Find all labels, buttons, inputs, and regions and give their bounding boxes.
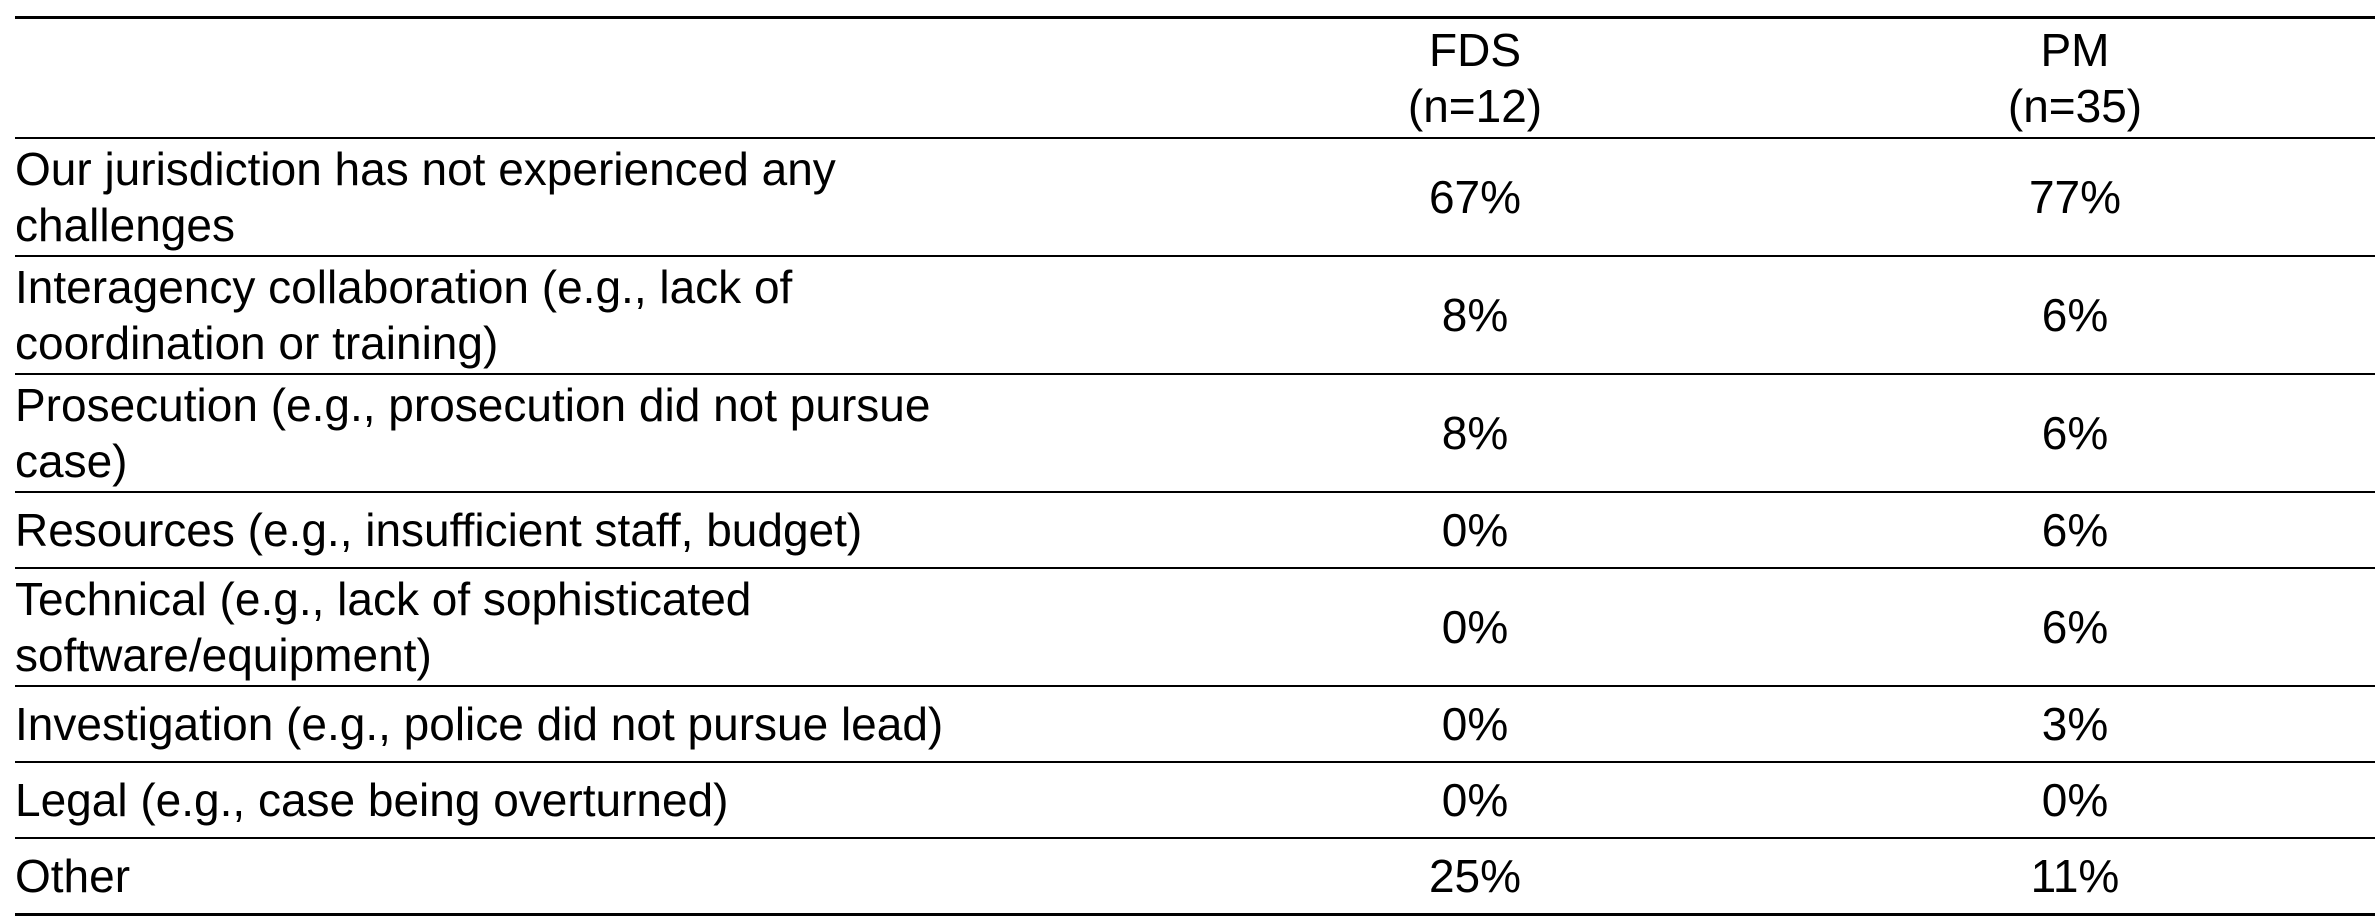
table-row: Technical (e.g., lack of sophisticated so… xyxy=(15,568,2375,687)
row-label-line: Our jurisdiction has not experienced any xyxy=(15,143,836,195)
challenges-table: FDS (n=12) PM (n=35) Our jurisdiction ha… xyxy=(15,16,2375,916)
table-row: Resources (e.g., insufficient staff, bud… xyxy=(15,492,2375,569)
header-row: FDS (n=12) PM (n=35) xyxy=(15,16,2375,139)
fds-value: 0% xyxy=(1175,762,1775,839)
header-pm-n: (n=35) xyxy=(2007,80,2143,132)
header-pm: PM (n=35) xyxy=(1775,16,2375,139)
row-label-line: Prosecution (e.g., prosecution did not p… xyxy=(15,379,931,431)
pm-value: 11% xyxy=(1775,838,2375,916)
row-label-line: Legal (e.g., case being overturned) xyxy=(15,774,729,826)
row-label-line: Resources (e.g., insufficient staff, bud… xyxy=(15,504,863,556)
row-label-line: challenges xyxy=(15,199,235,251)
fds-value: 8% xyxy=(1175,256,1775,375)
header-fds-name: FDS xyxy=(1429,24,1521,76)
table-row: Interagency collaboration (e.g., lack of… xyxy=(15,256,2375,375)
fds-value: 0% xyxy=(1175,568,1775,687)
challenges-table-container: FDS (n=12) PM (n=35) Our jurisdiction ha… xyxy=(15,16,2375,916)
pm-value: 6% xyxy=(1775,568,2375,687)
header-blank-cell xyxy=(15,16,1175,139)
row-label-line: software/equipment) xyxy=(15,629,432,681)
pm-value: 6% xyxy=(1775,374,2375,493)
table-row: Our jurisdiction has not experienced any… xyxy=(15,138,2375,257)
row-label-line: coordination or training) xyxy=(15,317,499,369)
table-body: Our jurisdiction has not experienced any… xyxy=(15,138,2375,916)
table-row: Prosecution (e.g., prosecution did not p… xyxy=(15,374,2375,493)
row-label: Other xyxy=(15,838,1175,916)
header-fds: FDS (n=12) xyxy=(1175,16,1775,139)
row-label: Technical (e.g., lack of sophisticated so… xyxy=(15,568,1175,687)
fds-value: 67% xyxy=(1175,138,1775,257)
row-label: Investigation (e.g., police did not purs… xyxy=(15,686,1175,763)
row-label: Interagency collaboration (e.g., lack of… xyxy=(15,256,1175,375)
row-label-line: Other xyxy=(15,850,131,902)
table-row: Investigation (e.g., police did not purs… xyxy=(15,686,2375,763)
pm-value: 0% xyxy=(1775,762,2375,839)
fds-value: 8% xyxy=(1175,374,1775,493)
pm-value: 3% xyxy=(1775,686,2375,763)
row-label: Legal (e.g., case being overturned) xyxy=(15,762,1175,839)
row-label-line: case) xyxy=(15,435,128,487)
fds-value: 0% xyxy=(1175,492,1775,569)
table-row: Other 25% 11% xyxy=(15,838,2375,916)
pm-value: 6% xyxy=(1775,492,2375,569)
header-fds-n: (n=12) xyxy=(1407,80,1543,132)
pm-value: 77% xyxy=(1775,138,2375,257)
row-label-line: Interagency collaboration (e.g., lack of xyxy=(15,261,793,313)
row-label: Prosecution (e.g., prosecution did not p… xyxy=(15,374,1175,493)
pm-value: 6% xyxy=(1775,256,2375,375)
row-label-line: Investigation (e.g., police did not purs… xyxy=(15,698,944,750)
row-label: Resources (e.g., insufficient staff, bud… xyxy=(15,492,1175,569)
fds-value: 0% xyxy=(1175,686,1775,763)
row-label-line: Technical (e.g., lack of sophisticated xyxy=(15,573,752,625)
fds-value: 25% xyxy=(1175,838,1775,916)
header-pm-name: PM xyxy=(2040,24,2110,76)
row-label: Our jurisdiction has not experienced any… xyxy=(15,138,1175,257)
table-row: Legal (e.g., case being overturned) 0% 0% xyxy=(15,762,2375,839)
